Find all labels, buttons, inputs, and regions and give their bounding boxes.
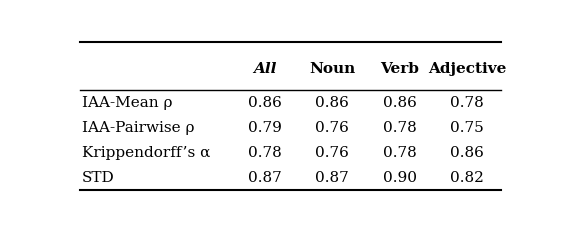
Text: 0.78: 0.78 <box>248 146 282 159</box>
Text: 0.76: 0.76 <box>315 146 349 159</box>
Text: 0.78: 0.78 <box>383 121 417 134</box>
Text: 0.86: 0.86 <box>315 96 349 110</box>
Text: 0.87: 0.87 <box>248 170 282 184</box>
Text: 0.76: 0.76 <box>315 121 349 134</box>
Text: Krippendorff’s α: Krippendorff’s α <box>82 146 210 159</box>
Text: STD: STD <box>82 170 114 184</box>
Text: 0.75: 0.75 <box>450 121 484 134</box>
Text: 0.79: 0.79 <box>248 121 282 134</box>
Text: Adjective: Adjective <box>428 62 506 76</box>
Text: IAA-Pairwise ρ: IAA-Pairwise ρ <box>82 121 194 134</box>
Text: 0.78: 0.78 <box>450 96 484 110</box>
Text: Noun: Noun <box>309 62 355 76</box>
Text: 0.86: 0.86 <box>383 96 417 110</box>
Text: 0.82: 0.82 <box>450 170 484 184</box>
Text: 0.86: 0.86 <box>450 146 484 159</box>
Text: 0.87: 0.87 <box>315 170 349 184</box>
Text: 0.86: 0.86 <box>248 96 282 110</box>
Text: All: All <box>253 62 277 76</box>
Text: IAA-Mean ρ: IAA-Mean ρ <box>82 96 172 110</box>
Text: 0.90: 0.90 <box>383 170 417 184</box>
Text: 0.78: 0.78 <box>383 146 417 159</box>
Text: Verb: Verb <box>380 62 419 76</box>
